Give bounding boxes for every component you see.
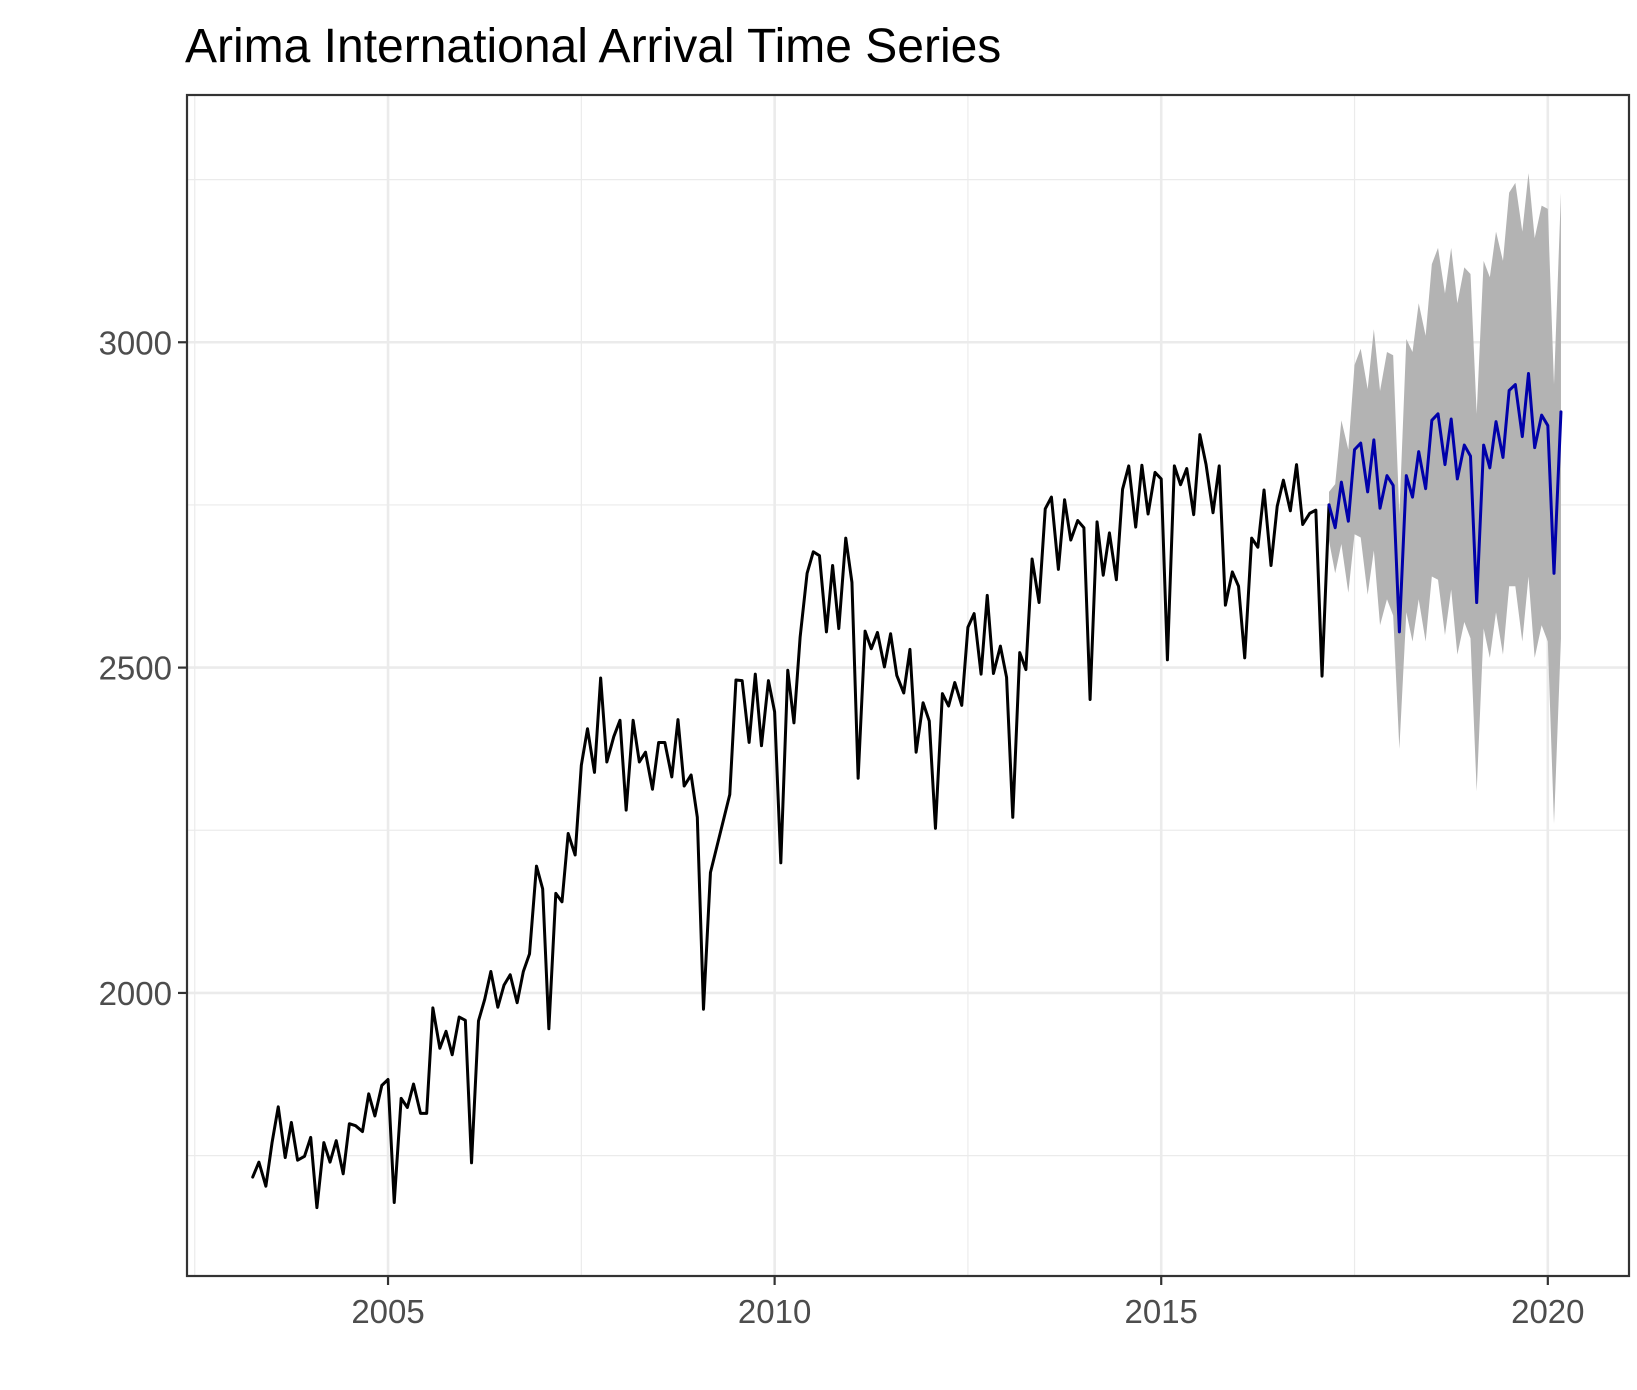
axis-ticks: 2000 2500 3000 2005 2010 2015 2020 <box>99 324 1585 1330</box>
x-tick-label: 2015 <box>1125 1293 1198 1330</box>
forecast-series-line <box>1327 371 1563 634</box>
chart-title: Arima International Arrival Time Series <box>185 20 1001 73</box>
x-tick-label: 2020 <box>1511 1293 1584 1330</box>
y-tick-label: 2500 <box>99 650 172 687</box>
x-tick-label: 2005 <box>351 1293 424 1330</box>
actual-series-line <box>251 433 1331 1210</box>
forecast-interval-band <box>1329 173 1561 824</box>
plot-panel-border <box>185 93 1631 1278</box>
forecast-interval-area <box>1329 173 1561 824</box>
series-lines <box>251 371 1563 1210</box>
x-tick-label: 2010 <box>738 1293 811 1330</box>
y-tick-label: 3000 <box>99 324 172 361</box>
y-tick-label: 2000 <box>99 975 172 1012</box>
